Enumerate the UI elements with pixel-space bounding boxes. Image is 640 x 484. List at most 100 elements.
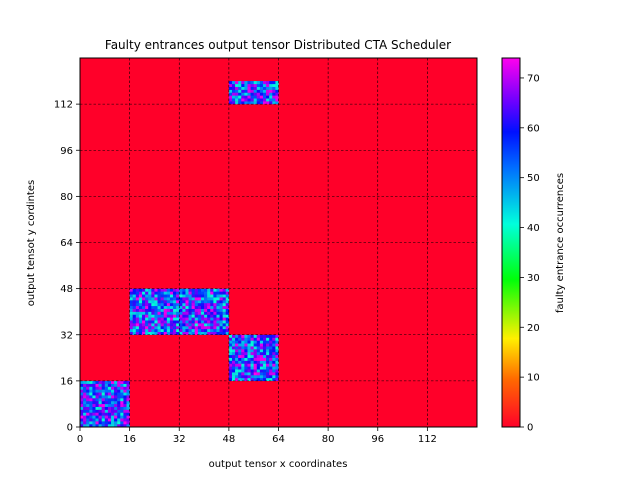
heatmap-cell xyxy=(228,337,233,341)
heatmap-cell xyxy=(120,412,124,416)
heatmap-cell xyxy=(241,346,245,350)
heatmap-cell xyxy=(250,375,254,379)
heatmap-cell xyxy=(104,389,109,393)
heatmap-cell xyxy=(117,383,121,387)
heatmap-cell xyxy=(210,308,214,312)
heatmap-cell xyxy=(256,337,261,341)
heatmap-cell xyxy=(235,366,239,370)
heatmap-cell xyxy=(111,421,115,425)
heatmap-cell xyxy=(173,331,177,335)
heatmap-cell xyxy=(120,415,124,419)
heatmap-cell xyxy=(200,288,205,292)
heatmap-cell xyxy=(210,314,214,318)
heatmap-cell xyxy=(238,334,242,338)
heatmap-cell xyxy=(269,377,273,382)
heatmap-cell xyxy=(182,317,186,321)
heatmap-cell xyxy=(148,328,152,333)
heatmap-cell xyxy=(266,337,270,341)
heatmap-cell xyxy=(160,288,164,292)
heatmap-cell xyxy=(269,95,273,99)
heatmap-cell xyxy=(197,308,202,312)
heatmap-cell xyxy=(160,331,164,335)
heatmap-cell xyxy=(235,375,239,379)
heatmap-cell xyxy=(213,303,217,307)
heatmap-cell xyxy=(225,288,230,292)
heatmap-cell xyxy=(80,415,84,419)
heatmap-cell xyxy=(228,352,233,356)
heatmap-cell xyxy=(126,389,130,393)
heatmap-cell xyxy=(120,395,124,399)
heatmap-cell xyxy=(148,294,152,298)
plot-area xyxy=(79,57,478,428)
heatmap-cell xyxy=(111,409,115,413)
heatmap-cell xyxy=(92,412,96,416)
heatmap-cell xyxy=(262,334,267,338)
heatmap-cell xyxy=(231,352,236,356)
heatmap-cell xyxy=(235,89,239,93)
heatmap-cell xyxy=(272,372,276,376)
heatmap-cell xyxy=(107,392,112,396)
x-tick-label: 32 xyxy=(173,434,186,445)
heatmap-cell xyxy=(262,95,267,99)
heatmap-cell xyxy=(157,297,161,301)
heatmap-cell xyxy=(241,95,245,99)
heatmap-cell xyxy=(250,369,254,373)
heatmap-cell xyxy=(95,403,99,407)
heatmap-cell xyxy=(98,392,102,396)
heatmap-cell xyxy=(256,354,261,358)
heatmap-cell xyxy=(148,303,152,307)
heatmap-cell xyxy=(231,369,236,373)
heatmap-cell xyxy=(272,95,276,99)
heatmap-cell xyxy=(210,320,214,324)
heatmap-cell xyxy=(169,311,174,315)
heatmap-cell xyxy=(138,288,143,292)
heatmap-cell xyxy=(204,300,208,304)
heatmap-cell xyxy=(95,409,99,413)
heatmap-cell xyxy=(163,328,167,333)
heatmap-cell xyxy=(163,300,167,304)
heatmap-cell xyxy=(256,357,261,361)
heatmap-cell xyxy=(213,308,217,312)
heatmap-cell xyxy=(222,294,226,298)
heatmap-cell xyxy=(244,346,248,350)
heatmap-cell xyxy=(83,409,87,413)
heatmap-cell xyxy=(197,311,202,315)
heatmap-cell xyxy=(235,369,239,373)
heatmap-cell xyxy=(123,403,127,407)
heatmap-cell xyxy=(262,369,267,373)
heatmap-cell xyxy=(247,366,251,370)
heatmap-cell xyxy=(250,101,254,105)
heatmap-cell xyxy=(80,398,84,402)
heatmap-cell xyxy=(204,291,208,295)
heatmap-cell xyxy=(179,294,183,298)
heatmap-cell xyxy=(188,291,192,295)
heatmap-cell xyxy=(117,401,121,405)
heatmap-cell xyxy=(269,346,273,350)
heatmap-cell xyxy=(204,323,208,327)
heatmap-cell xyxy=(253,375,257,379)
heatmap-cell xyxy=(89,412,93,416)
heatmap-cell xyxy=(135,320,140,324)
heatmap-cell xyxy=(256,83,261,87)
heatmap-cell xyxy=(219,297,223,301)
heatmap-cell xyxy=(182,326,186,330)
heatmap-cell xyxy=(266,377,270,382)
heatmap-cell xyxy=(95,389,99,393)
heatmap-cell xyxy=(213,317,217,321)
heatmap-cell xyxy=(166,303,171,307)
heatmap-cell xyxy=(244,81,248,85)
heatmap-cell xyxy=(89,398,93,402)
faulty-region-4 xyxy=(228,81,279,105)
heatmap-cell xyxy=(241,101,245,105)
heatmap-cell xyxy=(266,334,270,338)
heatmap-cell xyxy=(117,380,121,384)
heatmap-cell xyxy=(117,415,121,419)
heatmap-cell xyxy=(169,288,174,292)
heatmap-cell xyxy=(166,288,171,292)
heatmap-cell xyxy=(241,86,245,90)
heatmap-cell xyxy=(197,326,202,330)
heatmap-cell xyxy=(204,314,208,318)
heatmap-cell xyxy=(259,81,264,85)
heatmap-cell xyxy=(216,297,220,301)
heatmap-cell xyxy=(185,326,189,330)
